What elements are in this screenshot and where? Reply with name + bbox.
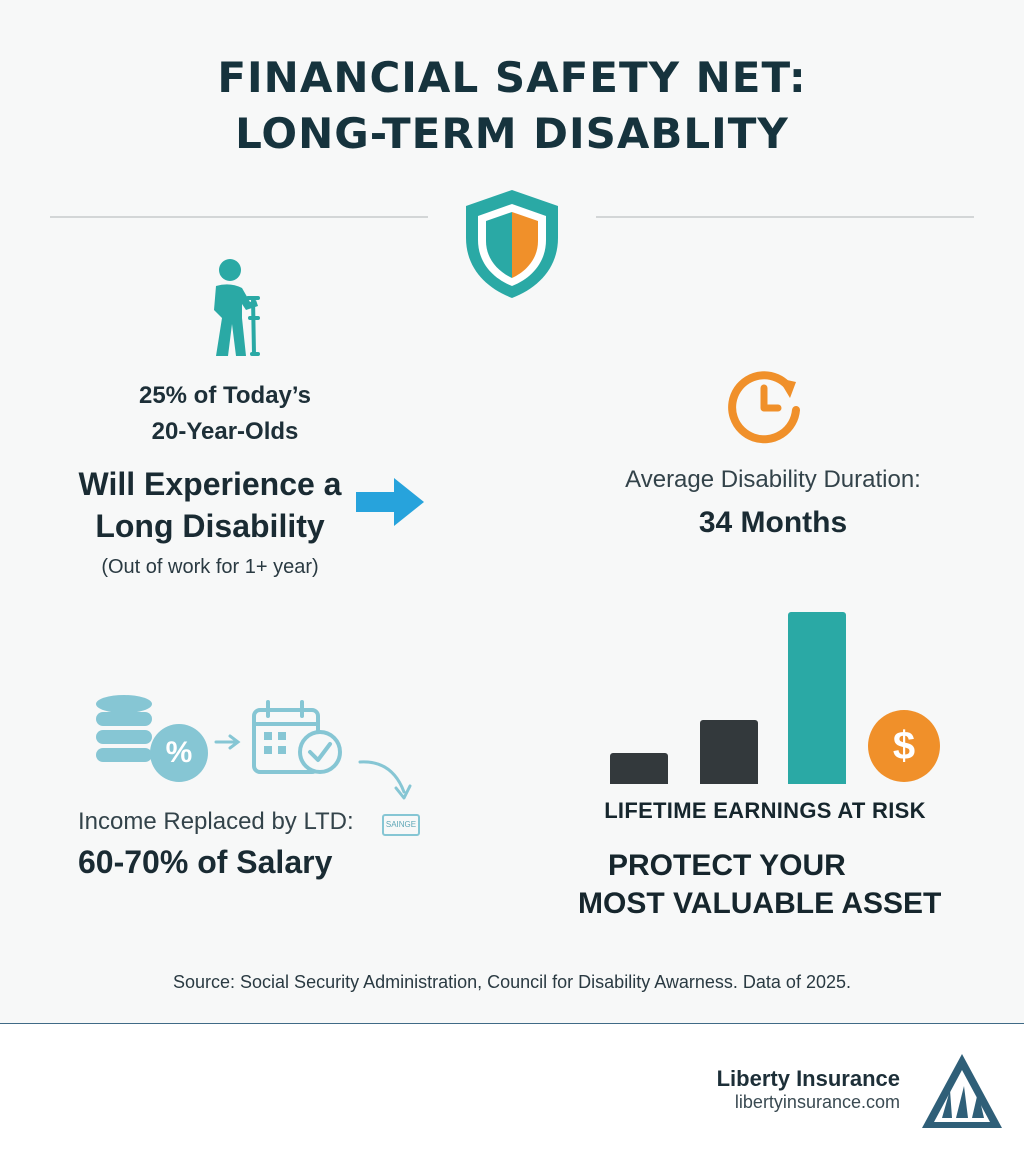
person-with-crutch-icon xyxy=(200,258,270,362)
brand-name: Liberty Insurance xyxy=(716,1066,900,1091)
earnings-bar-group xyxy=(600,612,860,784)
arrow-right-icon xyxy=(354,474,426,530)
stat-percent-line-2: 20-Year-Olds xyxy=(151,418,299,445)
income-value: 60-70% of Salary xyxy=(78,844,333,880)
divider-right xyxy=(596,216,974,218)
dollar-icon: $ xyxy=(868,710,940,782)
triangle-logo-icon xyxy=(920,1052,1004,1130)
title-line-2: LONG-TERM DISABLITY xyxy=(235,109,789,158)
calendar-check-icon xyxy=(250,700,346,780)
curved-arrow-icon xyxy=(356,756,416,804)
duration-label: Average Disability Duration: xyxy=(625,466,921,493)
coin-stack-icon xyxy=(92,692,156,776)
brand-url[interactable]: libertyinsurance.com xyxy=(734,1092,900,1112)
stat-note: (Out of work for 1+ year) xyxy=(101,556,319,578)
earnings-bar xyxy=(610,753,668,784)
earnings-bar xyxy=(700,720,758,784)
source-note: Source: Social Security Administration, … xyxy=(173,972,851,992)
title-line-1: FINANCIAL SAFETY NET: xyxy=(217,53,807,102)
divider-left xyxy=(50,216,428,218)
cta-line-2: MOST VALUABLE ASSET xyxy=(578,887,942,920)
clock-refresh-icon xyxy=(722,364,810,448)
shield-icon xyxy=(460,186,564,302)
duration-value: 34 Months xyxy=(698,506,848,539)
percent-icon: % xyxy=(150,724,208,782)
earnings-label: LIFETIME EARNINGS AT RISK xyxy=(604,798,926,823)
stat-headline-line-2: Long Disability xyxy=(95,508,325,544)
footer xyxy=(0,1024,1024,1154)
small-arrow-icon xyxy=(214,734,244,750)
stat-headline-line-1: Will Experience a xyxy=(78,466,342,502)
stat-percent-line-1: 25% of Today’s xyxy=(138,382,312,409)
cta-line-1: PROTECT YOUR xyxy=(608,849,846,882)
earnings-bar xyxy=(788,612,846,784)
income-label: Income Replaced by LTD: xyxy=(78,808,354,835)
income-tag: SAINGE xyxy=(382,814,420,836)
